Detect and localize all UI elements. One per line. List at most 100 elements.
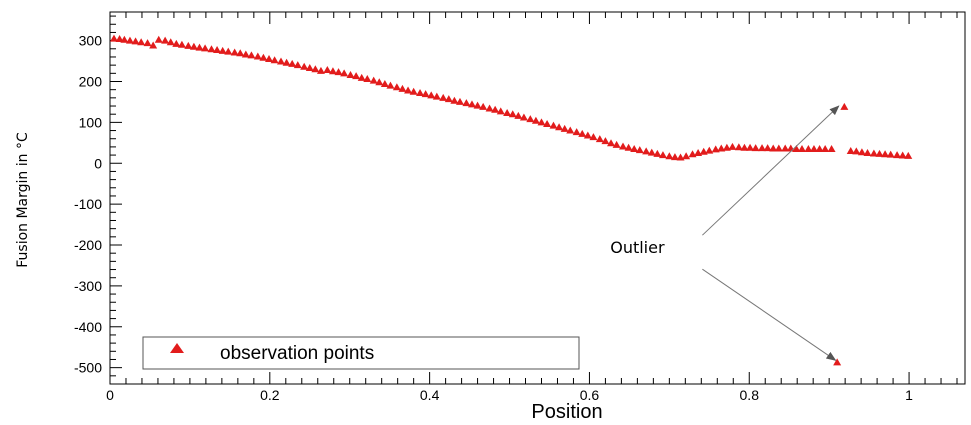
x-tick-label: 0.6: [580, 387, 600, 403]
data-point: [224, 47, 233, 55]
data-point: [815, 144, 824, 152]
data-point: [143, 39, 152, 47]
data-point: [195, 43, 204, 51]
outlier-label: Outlier: [610, 238, 665, 257]
data-point: [404, 86, 413, 94]
data-point: [774, 144, 783, 152]
y-axis-title: Fusion Margin in °C: [15, 132, 31, 268]
data-point: [578, 129, 587, 137]
y-tick-label: -300: [74, 278, 102, 294]
data-point: [514, 111, 523, 119]
data-point: [699, 147, 708, 155]
data-point: [503, 108, 512, 116]
data-point: [207, 45, 216, 53]
data-point: [526, 115, 535, 123]
data-point: [717, 144, 726, 152]
data-point: [131, 37, 140, 45]
data-point: [722, 143, 731, 151]
data-point: [479, 102, 488, 110]
data-point: [827, 144, 836, 152]
data-point: [328, 67, 337, 75]
legend-label: observation points: [220, 343, 374, 364]
data-point: [265, 55, 274, 63]
data-point: [189, 42, 198, 50]
data-point: [543, 120, 552, 128]
data-point: [734, 143, 743, 151]
data-point: [840, 102, 849, 110]
data-point: [421, 90, 430, 98]
axes: 0 0.2 0.4 0.6 0.8 1 300 200 100 0 -100 -200 -300 -40…: [74, 11, 966, 403]
y-tick-label: -400: [74, 319, 102, 335]
data-point: [635, 146, 644, 154]
y-tick-label: -100: [74, 196, 102, 212]
data-point: [288, 59, 297, 67]
data-point: [416, 88, 425, 96]
data-point: [531, 116, 540, 124]
legend-box: [142, 336, 580, 370]
data-point: [166, 38, 175, 46]
data-point: [875, 149, 884, 157]
data-point: [277, 57, 285, 65]
data-point: [172, 39, 181, 47]
data-point: [177, 40, 186, 48]
data-point: [601, 137, 610, 145]
data-point: [869, 149, 878, 157]
data-point: [334, 68, 343, 76]
data-point: [455, 97, 464, 105]
data-point: [184, 41, 193, 49]
data-point: [154, 35, 163, 43]
y-tick-label: 300: [79, 33, 103, 49]
data-point: [398, 84, 407, 92]
outlier-annotation: Outlier: [610, 105, 840, 361]
data-point: [316, 66, 325, 74]
data-point: [688, 150, 697, 158]
data-point: [120, 35, 129, 43]
x-tick-label: 0.4: [420, 387, 440, 403]
data-point: [444, 95, 453, 103]
data-point: [619, 142, 627, 150]
data-point: [363, 75, 372, 83]
data-point: [676, 153, 685, 161]
data-point: [149, 41, 158, 49]
y-axis-ticks: 300 200 100 0 -100 -200 -300 -400 -500: [74, 15, 122, 377]
data-point: [323, 66, 332, 74]
data-point: [380, 79, 389, 87]
data-point: [728, 142, 737, 150]
x-axis-ticks: 0 0.2 0.4 0.6 0.8 1: [106, 12, 958, 403]
y-tick-label: 100: [79, 114, 103, 130]
data-point: [647, 148, 656, 156]
y-tick-label: 200: [79, 73, 103, 89]
data-point: [213, 46, 222, 54]
data-point: [340, 69, 349, 77]
data-point: [670, 153, 679, 161]
data-point: [595, 135, 604, 143]
data-point: [432, 92, 441, 100]
data-point: [218, 46, 227, 54]
data-point: [682, 152, 691, 160]
data-point: [467, 100, 476, 108]
data-point: [781, 144, 790, 152]
data-point: [311, 65, 320, 73]
y-tick-label: 0: [94, 155, 102, 171]
data-point: [560, 124, 569, 132]
data-point: [236, 49, 245, 57]
data-point: [485, 104, 494, 112]
data-point: [427, 91, 436, 99]
data-point: [566, 126, 575, 134]
x-tick-label: 0.2: [260, 387, 280, 403]
data-point: [763, 144, 772, 152]
data-point: [758, 144, 767, 152]
data-point: [409, 87, 418, 95]
data-point: [386, 81, 395, 89]
data-point: [161, 36, 170, 44]
data-point: [572, 128, 581, 136]
data-point: [357, 73, 366, 81]
data-point: [607, 139, 616, 147]
data-point: [352, 72, 361, 80]
data-point: [450, 96, 459, 104]
data-point: [300, 62, 309, 70]
data-point: [392, 83, 401, 91]
data-point: [630, 144, 639, 152]
data-point: [846, 146, 855, 154]
